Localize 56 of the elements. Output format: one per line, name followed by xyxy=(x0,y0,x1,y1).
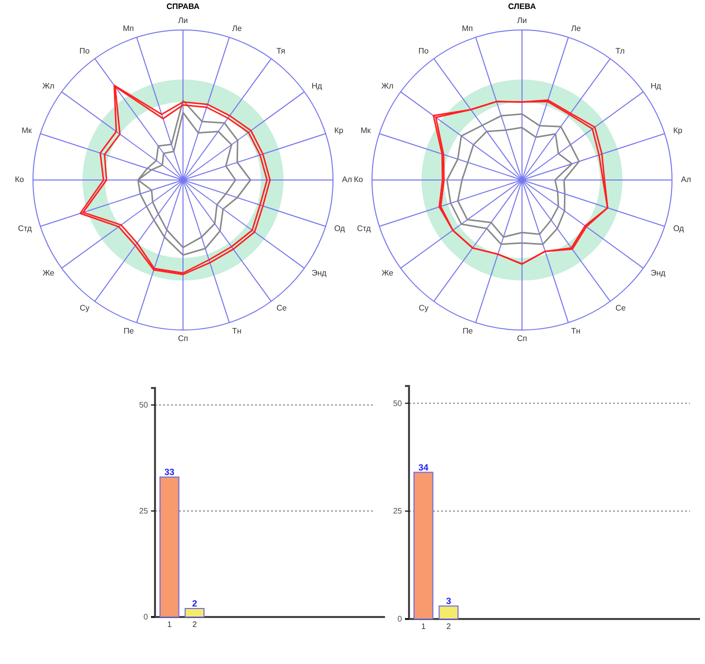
x-tick-label: 1 xyxy=(167,620,172,630)
spoke-label: Тя xyxy=(276,46,286,56)
spoke-label: Се xyxy=(615,304,626,313)
spoke-label: Од xyxy=(673,224,684,234)
spoke-label: Ко xyxy=(14,175,25,184)
spoke-label: Мк xyxy=(360,126,372,135)
spoke-label: Кр xyxy=(673,126,683,135)
spoke-label: Сп xyxy=(516,334,528,344)
spoke-label: По xyxy=(79,46,90,56)
spoke-label: Стд xyxy=(18,224,32,234)
chart-title: СПРАВА xyxy=(166,2,200,11)
chart-title: СЛЕВА xyxy=(508,2,536,11)
y-tick-label: 25 xyxy=(139,506,149,516)
data-label: 3 xyxy=(446,596,452,606)
spoke-label: Су xyxy=(80,304,90,313)
spoke-label: Се xyxy=(276,304,288,313)
spoke-label: Од xyxy=(334,224,346,234)
spoke-label: Нд xyxy=(650,82,662,91)
data-label: 34 xyxy=(418,462,428,472)
spoke-label: Мп xyxy=(462,24,473,33)
x-tick-label: 2 xyxy=(446,622,452,632)
x-tick-label: 1 xyxy=(421,622,426,632)
spoke-label: Кр xyxy=(334,126,344,135)
spoke-label: Тл xyxy=(615,46,625,56)
data-label: 2 xyxy=(192,598,198,609)
spoke-label: Мп xyxy=(122,24,134,33)
spoke-label: Жл xyxy=(381,82,394,91)
spoke-label: Же xyxy=(382,268,394,278)
spoke-label: Жл xyxy=(42,82,55,91)
y-tick-label: 50 xyxy=(139,400,149,410)
spoke-label: Тн xyxy=(571,326,580,336)
spoke-label: Энд xyxy=(312,268,327,278)
spoke-label: Ал xyxy=(681,175,692,184)
spoke-label: Энд xyxy=(650,268,666,278)
y-tick-label: 25 xyxy=(393,506,403,516)
spoke-label: Мк xyxy=(22,126,32,135)
spoke-label: Стд xyxy=(356,224,372,234)
spoke-label: Ли xyxy=(517,16,527,26)
spoke-label: Пе xyxy=(124,326,134,336)
y-tick-label: 0 xyxy=(398,614,403,624)
spoke-label: Нд xyxy=(312,82,322,91)
spoke-label: Ал xyxy=(342,175,352,184)
spoke-label: Су xyxy=(418,304,429,313)
spoke-label: Пе xyxy=(462,326,474,336)
spoke-label: Ли xyxy=(178,16,188,26)
y-tick-label: 0 xyxy=(144,612,149,622)
spoke-label: Ле xyxy=(232,24,242,33)
data-label: 33 xyxy=(164,467,174,478)
y-tick-label: 50 xyxy=(393,398,403,408)
spoke-label: Ко xyxy=(354,175,364,184)
x-tick-label: 2 xyxy=(192,620,198,630)
spoke-label: По xyxy=(418,46,430,56)
spoke-label: Же xyxy=(42,268,55,278)
spoke-label: Ле xyxy=(571,24,582,33)
spoke-label: Сп xyxy=(178,334,188,344)
spoke-label: Тн xyxy=(232,326,242,336)
